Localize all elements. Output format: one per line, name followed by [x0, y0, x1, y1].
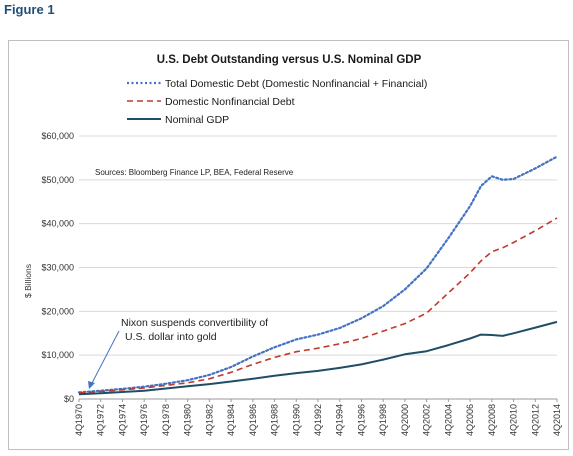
y-tick-label: $60,000 [41, 131, 74, 141]
x-tick-label: 4Q1984 [226, 404, 236, 436]
x-tick-label: 4Q1976 [139, 404, 149, 436]
series-line-3 [78, 320, 558, 396]
legend: Total Domestic Debt (Domestic Nonfinanci… [127, 78, 427, 126]
x-tick-label: 4Q2004 [443, 404, 453, 436]
y-tick-label: $20,000 [41, 306, 74, 316]
y-axis-label: $ Billions [23, 264, 33, 298]
series-line-1 [77, 155, 559, 394]
x-tick-label: 4Q1996 [356, 404, 366, 436]
debt-vs-gdp-chart: U.S. Debt Outstanding versus U.S. Nomina… [23, 54, 562, 436]
x-tick-label: 4Q2010 [509, 404, 519, 436]
figure-label: Figure 1 [4, 2, 55, 17]
legend-label-3: Nominal GDP [165, 114, 229, 126]
x-tick-label: 4Q2008 [487, 404, 497, 436]
x-tick-label: 4Q1998 [378, 404, 388, 436]
series-line-2 [78, 217, 558, 394]
series-layer [77, 155, 559, 396]
x-tick-label: 4Q1994 [335, 404, 345, 436]
x-tick-label: 4Q1986 [248, 404, 258, 436]
y-tick-label: $30,000 [41, 263, 74, 273]
nixon-annotation-arrow [90, 330, 120, 386]
y-tick-label: $0 [64, 394, 74, 404]
x-tick-label: 4Q1982 [204, 404, 214, 436]
sources-note: Sources: Bloomberg Finance LP, BEA, Fede… [95, 168, 294, 177]
x-tick-label: 4Q1970 [74, 404, 84, 436]
x-tick-label: 4Q1980 [183, 404, 193, 436]
legend-label-1: Total Domestic Debt (Domestic Nonfinanci… [165, 78, 427, 90]
y-tick-label: $10,000 [41, 350, 74, 360]
x-tick-label: 4Q1978 [161, 404, 171, 436]
x-tick-label: 4Q1972 [96, 404, 106, 436]
x-axis-ticks: 4Q1970 4Q1972 4Q1974 4Q1976 4Q1978 4Q1980 4Q19… [74, 399, 562, 436]
nixon-annotation-arrowhead [88, 381, 95, 389]
y-axis-ticks: $0 $10,000 $20,000 $30,000 $40,000 $50,000 $60… [41, 131, 74, 404]
x-tick-label: 4Q1974 [117, 404, 127, 436]
nixon-annotation-line-1: Nixon suspends convertibility of [121, 317, 268, 329]
x-tick-label: 4Q2000 [400, 404, 410, 436]
nixon-annotation-line-2: U.S. dollar into gold [125, 331, 217, 343]
legend-label-2: Domestic Nonfinancial Debt [165, 96, 295, 108]
chart-frame: U.S. Debt Outstanding versus U.S. Nomina… [8, 40, 569, 450]
y-tick-label: $50,000 [41, 175, 74, 185]
x-tick-label: 4Q1990 [291, 404, 301, 436]
chart-title: U.S. Debt Outstanding versus U.S. Nomina… [157, 54, 422, 66]
grid-lines [79, 135, 557, 400]
y-tick-label: $40,000 [41, 219, 74, 229]
x-tick-label: 4Q2014 [552, 404, 562, 436]
x-tick-label: 4Q2002 [422, 404, 432, 436]
x-tick-label: 4Q2012 [530, 404, 540, 436]
x-tick-label: 4Q2006 [465, 404, 475, 436]
x-tick-label: 4Q1988 [270, 404, 280, 436]
x-tick-label: 4Q1992 [313, 404, 323, 436]
